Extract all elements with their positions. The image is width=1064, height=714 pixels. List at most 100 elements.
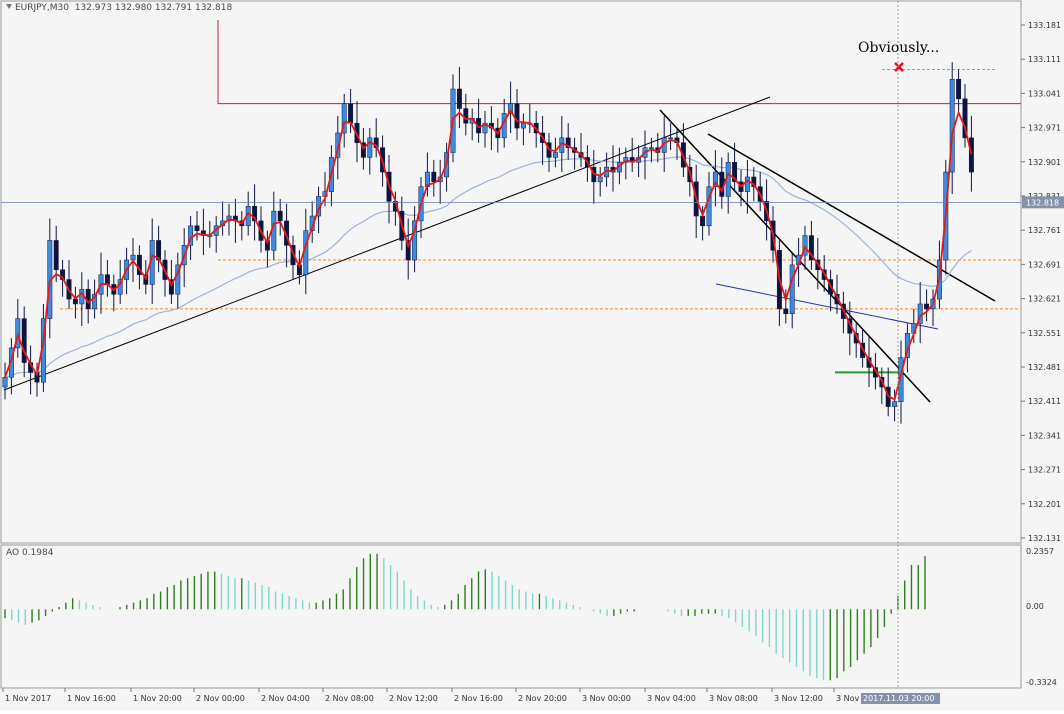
candle-body (956, 78, 962, 100)
candle-body (508, 103, 514, 114)
price-tick-label: 132.201 (1028, 500, 1061, 509)
current-price-box (1022, 196, 1064, 209)
candle-body (175, 264, 181, 295)
candle-body (367, 137, 373, 158)
candle[interactable] (924, 289, 930, 322)
candle-body (732, 162, 738, 183)
candle[interactable] (565, 123, 571, 160)
candle-body (968, 137, 974, 173)
candle-body (104, 274, 110, 285)
candle-body (623, 157, 629, 163)
candle[interactable] (412, 206, 418, 273)
candle[interactable] (482, 110, 488, 148)
candle[interactable] (892, 389, 898, 422)
candle[interactable] (175, 252, 181, 309)
downtrend-line-steep[interactable] (659, 109, 931, 403)
price-tick-label: 132.411 (1028, 397, 1061, 406)
candle-body (648, 147, 654, 149)
candle[interactable] (847, 301, 853, 356)
candle-body (194, 225, 200, 231)
candle[interactable] (367, 128, 373, 175)
candle-body (412, 220, 418, 261)
candle[interactable] (744, 159, 750, 214)
candle[interactable] (834, 274, 840, 314)
candle-body (72, 298, 78, 305)
price-tick-label: 132.131 (1028, 534, 1061, 543)
candle-body (431, 171, 437, 183)
cross-marker-icon[interactable] (894, 62, 904, 72)
downtrend-line[interactable] (707, 133, 996, 302)
candle[interactable] (341, 93, 347, 148)
candle-body (597, 176, 603, 183)
candle-body (668, 137, 674, 140)
time-tick-label: 2 Nov 04:00 (261, 694, 310, 703)
time-cursor-label: 2017.11.03 20:00 (863, 694, 934, 703)
candle[interactable] (956, 69, 962, 114)
candle-body (348, 103, 354, 124)
candle[interactable] (168, 260, 174, 304)
candle[interactable] (962, 84, 968, 148)
candle-body (53, 240, 59, 271)
chart-header: EURJPY,M30 132.973 132.980 132.791 132.8… (6, 3, 232, 13)
candle-body (130, 254, 136, 261)
price-tick-label: 132.691 (1028, 260, 1061, 269)
candle-body (789, 264, 795, 314)
candle[interactable] (732, 142, 738, 192)
candle[interactable] (277, 198, 283, 236)
candle-body (565, 137, 571, 148)
time-tick-label: 2 Nov 20:00 (518, 694, 567, 703)
price-tick-label: 132.551 (1028, 329, 1061, 338)
candle[interactable] (623, 147, 629, 180)
ohlc-values: 132.973 132.980 132.791 132.818 (74, 3, 233, 13)
time-tick-label: 2 Nov 08:00 (325, 694, 374, 703)
candle-body (92, 293, 98, 310)
time-tick-label: 2 Nov 12:00 (389, 694, 438, 703)
candle[interactable] (668, 123, 674, 151)
ao-scale-bottom: -0.3324 (1026, 678, 1057, 687)
price-tick-label: 132.761 (1028, 226, 1061, 235)
annotation-obviously: Obviously... (858, 40, 939, 56)
fast-moving-average[interactable] (4, 109, 973, 401)
candle[interactable] (789, 252, 795, 329)
time-tick-label: 3 Nov (836, 694, 860, 703)
candle[interactable] (8, 338, 14, 395)
candle[interactable] (405, 218, 411, 280)
time-cursor-box (861, 693, 940, 704)
candle[interactable] (712, 150, 718, 207)
candle[interactable] (783, 289, 789, 324)
blue-channel-line[interactable] (715, 283, 939, 330)
candle[interactable] (508, 81, 514, 133)
candle[interactable] (431, 159, 437, 197)
candle-body (712, 171, 718, 187)
candle-body (834, 293, 840, 305)
candle-body (783, 308, 789, 314)
candle-body (341, 103, 347, 134)
candle-body (60, 269, 66, 280)
candle-body (520, 122, 526, 129)
candle-body (847, 318, 853, 334)
candle[interactable] (53, 225, 59, 282)
uptrend-line[interactable] (3, 96, 771, 391)
candle[interactable] (808, 220, 814, 270)
candle[interactable] (21, 306, 27, 378)
candle[interactable] (552, 137, 558, 168)
candle-body (751, 176, 757, 187)
candle-body (924, 303, 930, 310)
candle[interactable] (597, 167, 603, 197)
candle-body (962, 98, 968, 139)
candle-body (744, 176, 750, 192)
ao-plot-area[interactable] (0, 544, 1022, 689)
price-tick-label: 133.111 (1028, 55, 1061, 64)
candle-body (892, 401, 898, 407)
candle-body (335, 132, 341, 158)
candle[interactable] (92, 279, 98, 319)
candle[interactable] (456, 67, 462, 129)
candle[interactable] (252, 184, 258, 241)
candle[interactable] (194, 211, 200, 241)
candle-body (552, 152, 558, 158)
symbol-label: EURJPY,M30 (15, 3, 69, 13)
ao-scale-top: 0.2357 (1026, 547, 1054, 556)
chevron-down-icon[interactable] (6, 4, 12, 9)
